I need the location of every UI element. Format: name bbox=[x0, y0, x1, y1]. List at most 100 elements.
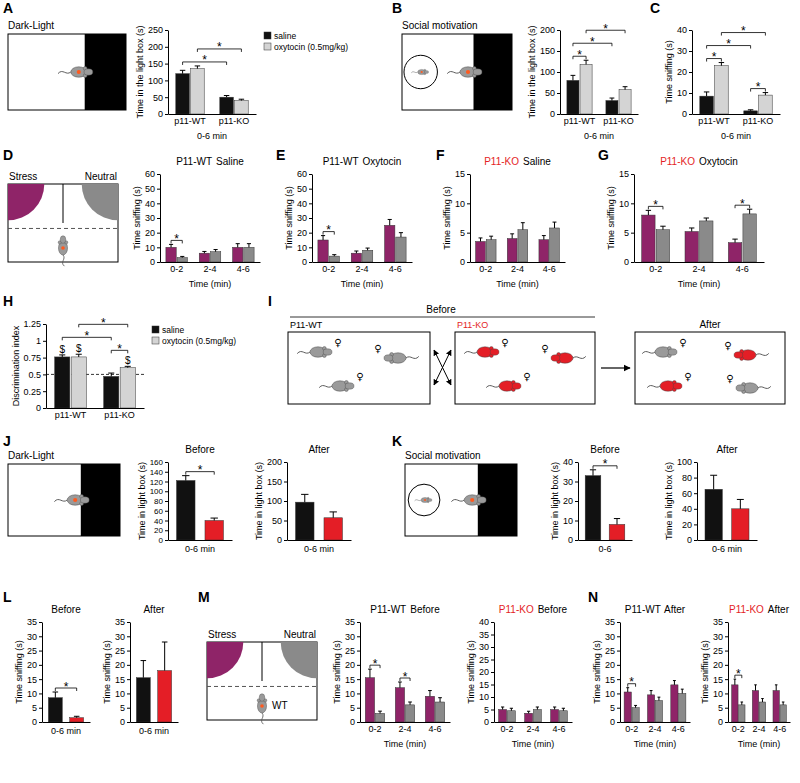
y-tick-label: 15 bbox=[345, 675, 355, 685]
y-tick: 10 bbox=[145, 243, 160, 253]
y-tick: 0 bbox=[568, 535, 578, 545]
schematic-label: ♀ bbox=[724, 340, 731, 351]
error-bar bbox=[501, 707, 504, 710]
y-tick-label: 0 bbox=[610, 717, 615, 727]
error-bar bbox=[584, 60, 589, 64]
y-axis: 05101520253035 bbox=[345, 617, 361, 727]
error-bar bbox=[704, 92, 709, 96]
y-tick-label: 0 bbox=[550, 109, 555, 119]
schematic-dark-light: Dark-Light bbox=[8, 450, 120, 536]
error-bar bbox=[354, 251, 358, 253]
axis-line bbox=[494, 623, 495, 723]
threshold-line bbox=[207, 686, 317, 687]
y-tick-label: 30 bbox=[145, 213, 155, 223]
y-tick-mark bbox=[617, 651, 620, 652]
y-tick-label: 80 bbox=[154, 497, 163, 506]
bar bbox=[235, 101, 249, 114]
y-axis-title: Time sniffing (s) bbox=[102, 640, 112, 704]
y-tick: 20 bbox=[154, 526, 168, 535]
bar bbox=[580, 64, 592, 114]
error-bar bbox=[510, 708, 513, 711]
title-part: Saline bbox=[216, 156, 244, 167]
dark-compartment bbox=[81, 464, 120, 536]
y-tick-mark bbox=[575, 482, 578, 483]
x-axis: 0-22-44-6 bbox=[161, 263, 261, 275]
error-cap bbox=[399, 232, 403, 233]
x-tick: 4-6 bbox=[736, 264, 749, 274]
error-cap bbox=[182, 475, 189, 476]
y-tick-label: 1.25 bbox=[23, 319, 41, 329]
mouse-tail bbox=[573, 356, 586, 358]
error-cap bbox=[553, 222, 557, 223]
schematic-social: Social motivation bbox=[405, 450, 517, 536]
plot-marks bbox=[296, 494, 343, 540]
bar bbox=[177, 258, 187, 262]
y-axis-title: Time sniffing (s) bbox=[132, 186, 142, 250]
error-cap bbox=[169, 244, 173, 245]
annotation: * bbox=[740, 197, 745, 211]
y-tick: 60 bbox=[297, 169, 312, 179]
x-axis-title: Time (min) bbox=[189, 279, 232, 289]
y-tick: 0 bbox=[350, 717, 360, 727]
y-tick: 10 bbox=[619, 199, 634, 209]
error-bar bbox=[59, 355, 65, 357]
y-tick: 10 bbox=[563, 516, 578, 526]
title-part: After bbox=[143, 604, 165, 615]
chart-title: P11-KOAfter bbox=[729, 604, 790, 615]
mouse-head bbox=[736, 385, 745, 391]
y-axis-title: Time in light box (s) bbox=[550, 462, 560, 540]
y-axis: 010203040 bbox=[677, 25, 693, 119]
bar bbox=[120, 368, 135, 408]
plot-marks bbox=[476, 222, 560, 262]
y-tick: 25 bbox=[713, 646, 728, 656]
y-axis: 010203040 bbox=[563, 457, 579, 545]
x-tick-label: 4-6 bbox=[543, 264, 556, 274]
error-bar bbox=[214, 250, 218, 252]
mouse-tail bbox=[319, 386, 332, 388]
y-tick-mark bbox=[39, 693, 42, 694]
y-tick-mark bbox=[165, 47, 168, 48]
schematic-label: Before bbox=[426, 304, 456, 315]
bar bbox=[395, 688, 404, 722]
error-cap bbox=[562, 708, 565, 709]
y-tick: 0 bbox=[484, 717, 494, 727]
y-tick-label: 10 bbox=[619, 199, 629, 209]
error-stem bbox=[399, 682, 400, 688]
title-part: P11-WT bbox=[176, 156, 212, 167]
error-cap bbox=[388, 219, 392, 220]
error-stem bbox=[143, 661, 144, 678]
mouse-tail bbox=[297, 352, 310, 354]
error-cap bbox=[748, 109, 753, 110]
chart-panel: 0510150-22-44-6Time sniffing (s)Time (mi… bbox=[442, 156, 565, 289]
y-tick: 40 bbox=[677, 25, 692, 35]
error-stem bbox=[662, 226, 663, 230]
panel-letter: I bbox=[268, 293, 272, 309]
y-tick: 80 bbox=[154, 497, 168, 506]
mouse-marker bbox=[466, 70, 470, 74]
y-tick: 20 bbox=[115, 660, 130, 670]
y-tick-mark bbox=[165, 530, 168, 531]
x-axis-title: 0-6 min bbox=[51, 726, 81, 736]
schematic-label: P11-KO bbox=[457, 320, 488, 330]
y-axis: 050100150200 bbox=[540, 25, 561, 119]
mouse-icon bbox=[642, 346, 677, 357]
annotation: * bbox=[736, 667, 741, 681]
error-stem bbox=[740, 499, 741, 508]
y-tick-label: 10 bbox=[479, 692, 489, 702]
y-tick-label: 0 bbox=[624, 257, 629, 267]
error-bar bbox=[332, 255, 336, 256]
y-tick-label: 0 bbox=[159, 536, 164, 545]
bar bbox=[136, 678, 150, 722]
y-tick-label: 20 bbox=[605, 660, 615, 670]
error-cap bbox=[428, 690, 432, 691]
error-bar bbox=[553, 222, 557, 228]
annotation: * bbox=[326, 223, 331, 237]
y-tick: 30 bbox=[605, 632, 620, 642]
y-tick-label: 50 bbox=[545, 88, 555, 98]
axis-line bbox=[692, 31, 693, 115]
y-tick-label: 25 bbox=[605, 646, 615, 656]
y-tick-mark bbox=[165, 521, 168, 522]
error-stem bbox=[185, 476, 186, 481]
schematic-dark-light: Dark-Light bbox=[8, 20, 126, 110]
y-tick: 5 bbox=[624, 228, 634, 238]
